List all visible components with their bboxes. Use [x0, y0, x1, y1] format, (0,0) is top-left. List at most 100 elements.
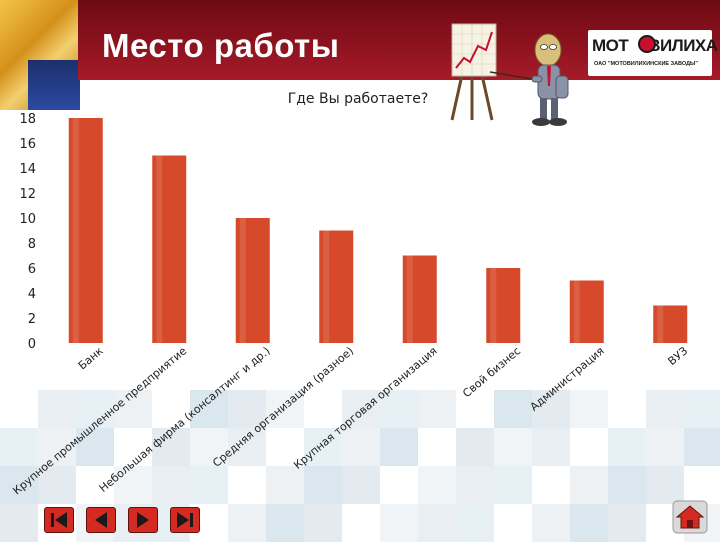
bar-rect: [235, 218, 270, 343]
mosaic-tile: [342, 428, 380, 466]
mosaic-tile: [342, 390, 380, 428]
y-tick-label: 12: [19, 187, 36, 202]
slide-navigation: [44, 507, 204, 535]
bar: [402, 255, 437, 343]
mosaic-tile: [190, 428, 228, 466]
mosaic-tile: [0, 504, 38, 542]
mosaic-tile: [304, 466, 342, 504]
mosaic-tile: [38, 466, 76, 504]
next-slide-icon: [137, 512, 149, 528]
next-slide-button[interactable]: [128, 507, 158, 533]
mosaic-tile: [38, 390, 76, 428]
bar: [319, 230, 354, 343]
mosaic-tile: [190, 390, 228, 428]
bar-highlight: [573, 280, 580, 343]
presenter-figure-icon: [531, 33, 569, 126]
bar: [486, 268, 521, 343]
y-tick-label: 0: [28, 337, 36, 352]
first-slide-button[interactable]: [44, 507, 74, 533]
bar-rect: [68, 118, 103, 343]
mosaic-tile: [608, 428, 646, 466]
mosaic-tile: [608, 504, 646, 542]
mosaic-tile: [114, 390, 152, 428]
logo-name: МОТ ВИЛИХА: [592, 36, 718, 55]
bar-highlight: [239, 218, 246, 343]
mosaic-tile: [76, 428, 114, 466]
mosaic-tile: [570, 466, 608, 504]
last-slide-icon: [177, 512, 193, 528]
y-tick-label: 2: [28, 312, 36, 327]
mosaic-tile: [228, 390, 266, 428]
mosaic-tile: [380, 504, 418, 542]
y-tick-label: 8: [28, 237, 36, 252]
y-tick-label: 18: [19, 112, 36, 127]
y-axis-ticks: 0 2 4 6 8 10 12 14 16 18: [19, 112, 36, 352]
mosaic-tile: [684, 428, 720, 466]
mosaic-tile: [228, 428, 266, 466]
logo-gear-icon: [638, 35, 656, 53]
home-button[interactable]: [672, 500, 708, 534]
bar: [569, 280, 604, 343]
mosaic-tile: [304, 504, 342, 542]
bar-rect: [569, 280, 604, 343]
first-slide-icon: [51, 512, 67, 528]
last-slide-button[interactable]: [170, 507, 200, 533]
bar-highlight: [156, 155, 163, 343]
x-category-label: Банк: [76, 344, 106, 372]
mosaic-tile: [418, 466, 456, 504]
mosaic-tile: [342, 466, 380, 504]
mosaic-tile: [266, 466, 304, 504]
bar-rect: [402, 255, 437, 343]
y-tick-label: 4: [28, 287, 36, 302]
mosaic-tile: [228, 504, 266, 542]
bar: [152, 155, 187, 343]
x-category-label: Средняя организация (разное): [210, 344, 356, 469]
bar-highlight: [406, 255, 413, 343]
mosaic-tile: [0, 466, 38, 504]
mosaic-tile: [570, 390, 608, 428]
bar: [653, 305, 688, 343]
x-category-label: Крупное промышленное предприятие: [10, 344, 189, 497]
mosaic-tile: [114, 466, 152, 504]
x-category-label: Крупная торговая организация: [291, 344, 439, 472]
mosaic-tile: [684, 390, 720, 428]
header-blue-accent: [28, 60, 80, 110]
bar-rect: [486, 268, 521, 343]
mosaic-tile: [532, 504, 570, 542]
mosaic-tile: [646, 466, 684, 504]
mosaic-tile: [494, 428, 532, 466]
mosaic-tile: [152, 466, 190, 504]
mosaic-tile: [456, 428, 494, 466]
mosaic-tile: [456, 466, 494, 504]
x-category-label: Администрация: [528, 344, 607, 413]
x-category-label: ВУЗ: [665, 344, 690, 368]
y-tick-label: 10: [19, 212, 36, 227]
bars: [68, 118, 688, 343]
mosaic-tile: [266, 504, 304, 542]
bar-highlight: [490, 268, 497, 343]
mosaic-tile: [0, 428, 38, 466]
mosaic-tile: [304, 428, 342, 466]
mosaic-tile: [418, 390, 456, 428]
pointer-stick: [489, 71, 539, 81]
company-logo: МОТ ВИЛИХА ОАО "МОТОВИЛИХИНСКИЕ ЗАВОДЫ": [588, 30, 718, 76]
mosaic-tile: [570, 504, 608, 542]
mosaic-tile: [494, 390, 532, 428]
mosaic-tile: [38, 428, 76, 466]
y-tick-label: 16: [19, 137, 36, 152]
mosaic-tile: [418, 504, 456, 542]
home-icon: [672, 500, 708, 534]
logo-subtitle: ОАО "МОТОВИЛИХИНСКИЕ ЗАВОДЫ": [594, 61, 698, 67]
mosaic-tile: [152, 428, 190, 466]
mosaic-tile: [456, 504, 494, 542]
mosaic-tile: [266, 390, 304, 428]
mosaic-tile: [380, 390, 418, 428]
previous-slide-button[interactable]: [86, 507, 116, 533]
mosaic-tile: [646, 428, 684, 466]
y-tick-label: 6: [28, 262, 36, 277]
mosaic-tile: [608, 466, 646, 504]
mosaic-tile: [190, 466, 228, 504]
bar-highlight: [323, 230, 330, 343]
